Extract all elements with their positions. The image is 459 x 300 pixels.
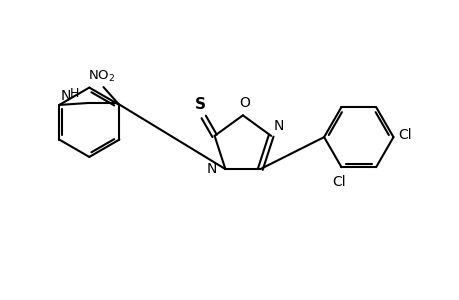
Text: Cl: Cl xyxy=(397,128,411,142)
Text: Cl: Cl xyxy=(332,175,346,189)
Text: N: N xyxy=(207,162,217,176)
Text: S: S xyxy=(195,97,206,112)
Text: N: N xyxy=(274,119,284,133)
Text: O: O xyxy=(239,96,250,110)
Text: H: H xyxy=(69,87,78,100)
Text: NO$_2$: NO$_2$ xyxy=(88,69,115,84)
Text: N: N xyxy=(61,89,71,103)
